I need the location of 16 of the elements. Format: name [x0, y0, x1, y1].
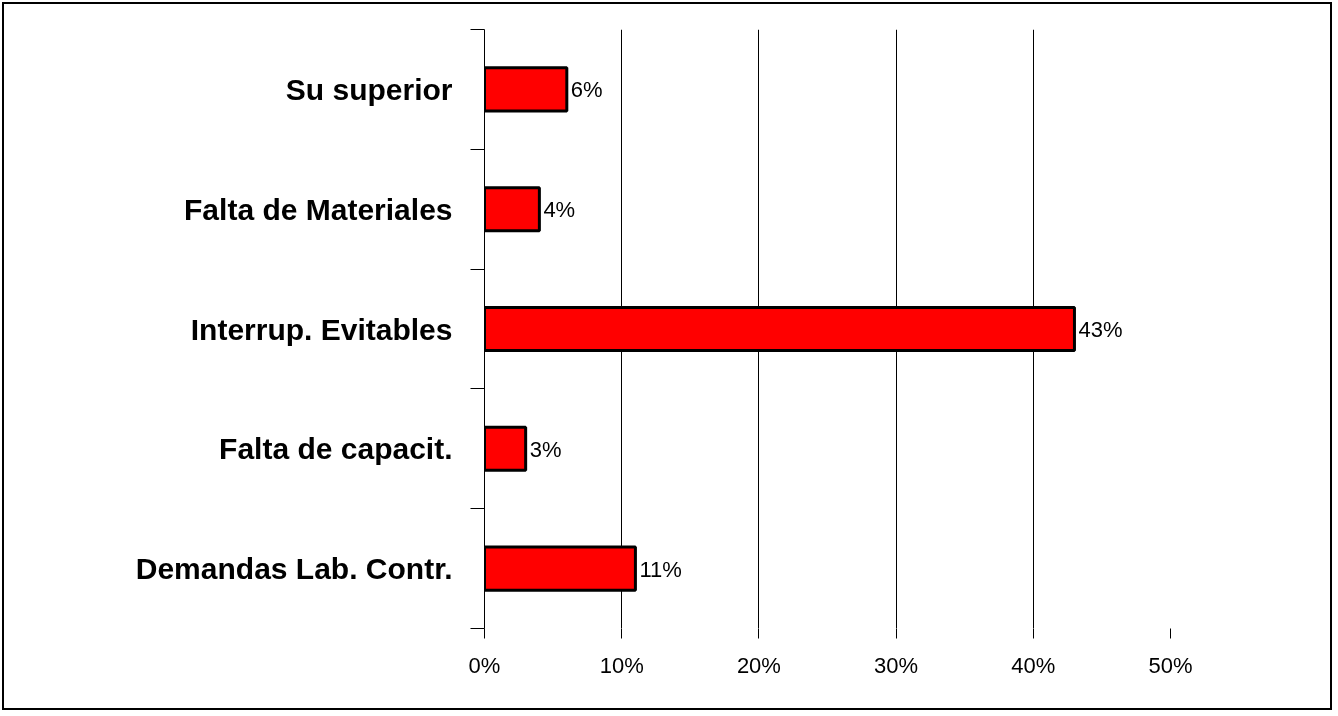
data-label: 6% [570, 77, 603, 103]
x-tick-label: 0% [468, 652, 501, 678]
data-label: 4% [543, 197, 576, 223]
data-label: 11% [639, 556, 682, 582]
y-tick-label: Falta de Materiales [184, 192, 453, 226]
data-label: 3% [529, 436, 562, 462]
x-tick-label: 30% [874, 652, 919, 678]
x-tick-label: 10% [599, 652, 644, 678]
y-tick-label: Su superior [285, 72, 453, 106]
y-tick-label: Interrup. Evitables [190, 312, 453, 346]
x-tick-label: 40% [1011, 652, 1056, 678]
x-tick-label: 50% [1148, 652, 1193, 678]
y-tick-label: Falta de capacit. [219, 432, 453, 466]
y-tick-label: Demandas Lab. Contr. [135, 552, 453, 586]
data-label: 43% [1078, 317, 1123, 342]
x-tick-label: 20% [736, 652, 781, 678]
